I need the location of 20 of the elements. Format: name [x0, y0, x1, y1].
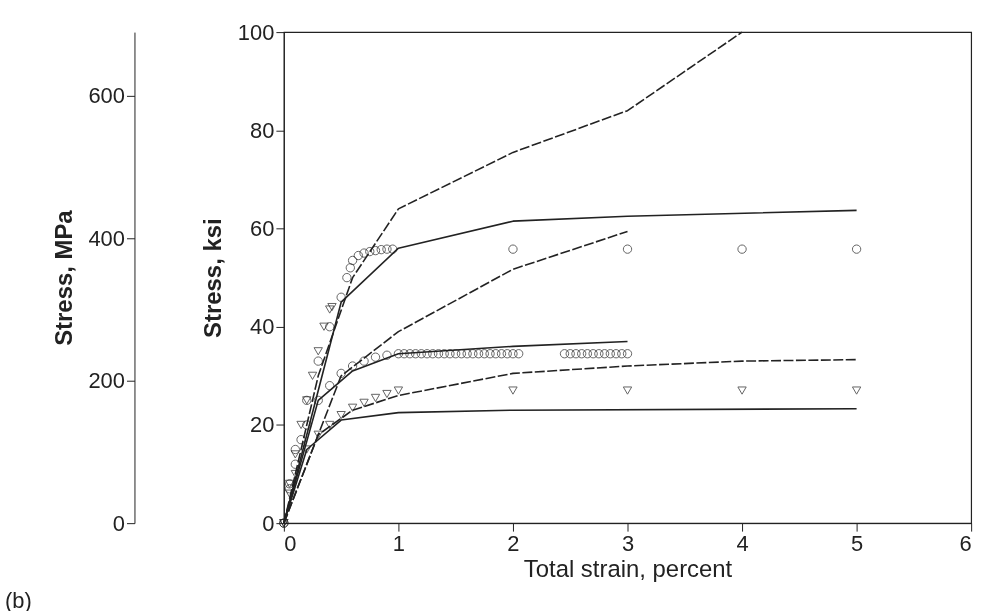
y2-tick-label: 400	[88, 225, 125, 251]
x-axis-title: Total strain, percent	[523, 555, 733, 583]
y-tick-label: 80	[250, 117, 275, 143]
y-tick-label: 60	[250, 215, 275, 241]
y-tick-label: 0	[262, 510, 275, 536]
x-tick-label: 4	[736, 530, 749, 556]
x-tick-label: 0	[284, 530, 297, 556]
y2-tick-label: 0	[112, 510, 125, 536]
y2-axis-title: Stress, MPa	[49, 209, 77, 346]
y-tick-label: 40	[250, 314, 275, 340]
y-tick-label: 20	[250, 412, 275, 438]
y2-tick-label: 200	[88, 368, 125, 394]
y2-tick-label: 600	[88, 83, 125, 109]
x-tick-label: 3	[621, 530, 635, 556]
x-tick-label: 6	[959, 530, 972, 556]
x-tick-label: 2	[507, 530, 520, 556]
x-tick-label: 5	[851, 530, 864, 556]
x-tick-label: 1	[392, 530, 406, 556]
y-tick-label: 100	[237, 19, 275, 45]
y-axis-title: Stress, ksi	[198, 218, 226, 338]
